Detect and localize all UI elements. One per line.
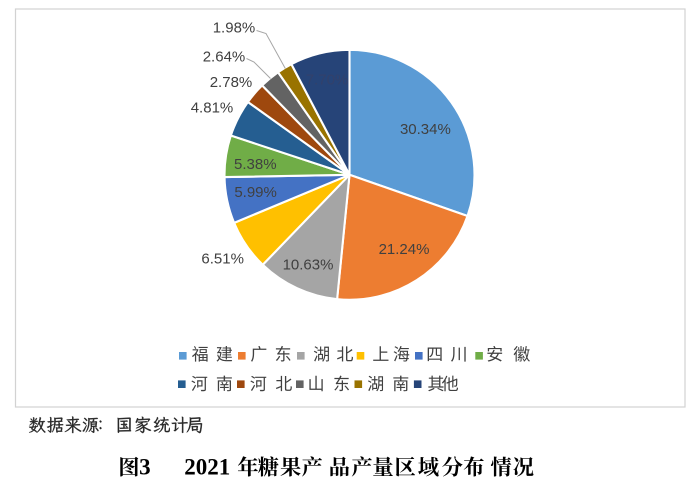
svg-text:10.63%: 10.63% [283, 256, 334, 273]
svg-text:4.81%: 4.81% [191, 99, 234, 116]
svg-text:3: 3 [139, 455, 151, 480]
svg-text:1.98%: 1.98% [213, 19, 256, 36]
svg-text:5.99%: 5.99% [234, 184, 277, 201]
svg-text:2.64%: 2.64% [203, 48, 246, 65]
svg-text:2.78%: 2.78% [210, 74, 253, 91]
svg-text:21.24%: 21.24% [379, 241, 430, 258]
svg-text:2021: 2021 [184, 455, 230, 480]
svg-text:6.51%: 6.51% [201, 251, 244, 268]
svg-text:5.38%: 5.38% [234, 156, 277, 173]
svg-text:30.34%: 30.34% [400, 121, 451, 138]
svg-text:7.70%: 7.70% [306, 71, 349, 88]
